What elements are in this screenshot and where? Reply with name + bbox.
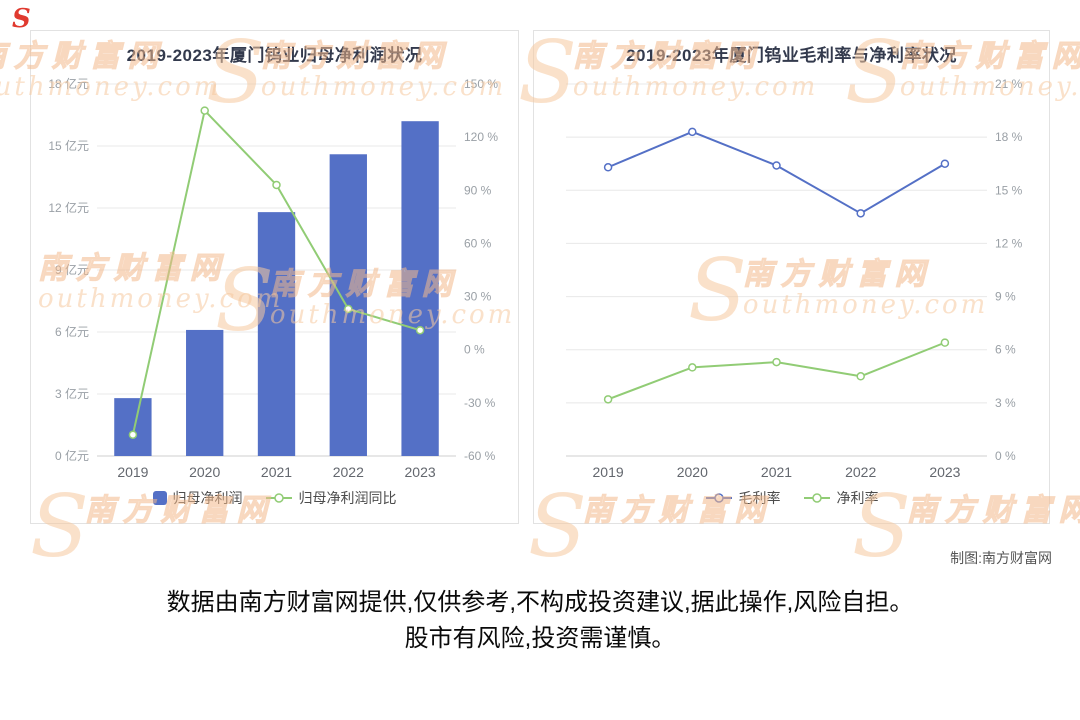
svg-text:3 亿元: 3 亿元 <box>55 386 89 401</box>
left-axis-labels: 0 亿元 3 亿元 6 亿元 9 亿元 12 亿元 15 亿元 18 亿元 <box>48 76 89 463</box>
svg-text:2019: 2019 <box>593 464 624 480</box>
svg-text:120 %: 120 % <box>464 130 498 144</box>
margin-chart-title: 2019-2023年厦门钨业毛利率与净利率状况 <box>626 46 957 65</box>
series-line <box>128 106 425 439</box>
margin-chart-card: 2019-2023年厦门钨业毛利率与净利率状况 0 % 3 % 6 % 9 % 12 %… <box>533 30 1050 524</box>
legend-label: 归母净利润 <box>172 490 243 506</box>
legend-line-swatch-icon <box>705 493 732 503</box>
svg-text:2021: 2021 <box>761 464 792 480</box>
chart-credit: 制图:南方财富网 <box>950 550 1052 566</box>
svg-text:12 %: 12 % <box>995 236 1023 250</box>
legend-item[interactable]: 毛利率 <box>705 488 781 508</box>
svg-text:2023: 2023 <box>929 464 960 480</box>
margin-chart-legend: 毛利率 净利率 <box>534 488 1049 508</box>
corner-logo-icon: S <box>12 4 31 34</box>
svg-text:18 %: 18 % <box>995 130 1023 144</box>
series-bar <box>114 121 439 456</box>
svg-text:2020: 2020 <box>189 464 220 480</box>
series-line <box>603 127 950 218</box>
x-axis-labels: 2019 2020 2021 2022 2023 <box>117 464 436 480</box>
svg-text:3 %: 3 % <box>995 396 1016 410</box>
legend-label: 净利率 <box>836 490 879 506</box>
x-axis-labels: 2019 2020 2021 2022 2023 <box>593 464 961 480</box>
series-line <box>603 338 950 404</box>
svg-text:6 %: 6 % <box>995 343 1016 357</box>
svg-text:60 %: 60 % <box>464 236 492 250</box>
disclaimer-line-1: 数据由南方财富网提供,仅供参考,不构成投资建议,据此操作,风险自担。 <box>166 589 914 616</box>
svg-text:2022: 2022 <box>333 464 364 480</box>
right-axis-labels: -60 % -30 % 0 % 30 % 60 % 90 % 120 % 150 % <box>464 77 498 463</box>
svg-text:0 %: 0 % <box>464 343 485 357</box>
svg-text:-60 %: -60 % <box>464 449 496 463</box>
svg-text:2019: 2019 <box>117 464 148 480</box>
svg-text:150 %: 150 % <box>464 77 498 91</box>
svg-text:2023: 2023 <box>405 464 436 480</box>
net-profit-chart-card: 2019-2023年厦门钨业归母净利润状况 0 亿元 3 亿元 6 亿元 9 亿元 12… <box>30 30 519 524</box>
svg-text:90 %: 90 % <box>464 183 492 197</box>
legend-item[interactable]: 归母净利润同比 <box>265 488 397 508</box>
legend-line-swatch-icon <box>803 493 830 503</box>
svg-text:9 %: 9 % <box>995 290 1016 304</box>
svg-text:2022: 2022 <box>845 464 876 480</box>
svg-text:15 亿元: 15 亿元 <box>48 138 89 153</box>
svg-text:21 %: 21 % <box>995 77 1023 91</box>
svg-text:2020: 2020 <box>677 464 708 480</box>
legend-label: 归母净利润同比 <box>298 490 397 506</box>
net-profit-chart-legend: 归母净利润 归母净利润同比 <box>31 488 518 508</box>
svg-text:0 亿元: 0 亿元 <box>55 448 89 463</box>
svg-text:2021: 2021 <box>261 464 292 480</box>
svg-text:12 亿元: 12 亿元 <box>48 200 89 215</box>
svg-text:18 亿元: 18 亿元 <box>48 76 89 91</box>
net-profit-chart-title: 2019-2023年厦门钨业归母净利润状况 <box>126 46 423 65</box>
legend-item[interactable]: 归母净利润 <box>152 488 243 508</box>
svg-text:-30 %: -30 % <box>464 396 496 410</box>
gridlines <box>566 83 987 457</box>
svg-text:6 亿元: 6 亿元 <box>55 324 89 339</box>
svg-text:15 %: 15 % <box>995 183 1023 197</box>
svg-text:30 %: 30 % <box>464 290 492 304</box>
margin-line-chart: 0 % 3 % 6 % 9 % 12 % 15 % 18 % 21 % 2019 2020 2021… <box>566 77 1023 480</box>
svg-text:0 %: 0 % <box>995 449 1016 463</box>
legend-bar-swatch-icon <box>152 491 167 505</box>
disclaimer-line-2: 股市有风险,投资需谨慎。 <box>404 625 676 652</box>
right-axis-labels: 0 % 3 % 6 % 9 % 12 % 15 % 18 % 21 % <box>995 77 1023 463</box>
legend-line-swatch-icon <box>265 493 292 503</box>
legend-label: 毛利率 <box>738 490 781 506</box>
svg-text:9 亿元: 9 亿元 <box>55 262 89 277</box>
net-profit-bar-line-chart: 0 亿元 3 亿元 6 亿元 9 亿元 12 亿元 15 亿元 18 亿元 -60 % -30 … <box>48 76 498 480</box>
legend-item[interactable]: 净利率 <box>803 488 879 508</box>
